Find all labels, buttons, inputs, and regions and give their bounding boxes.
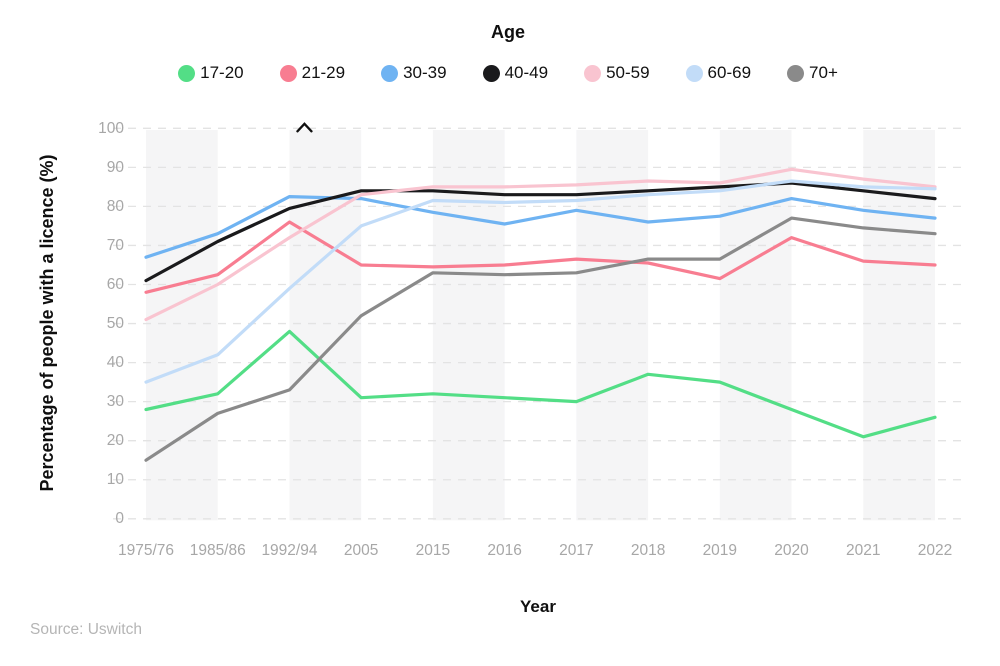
- legend-title: Age: [490, 22, 525, 42]
- legend-swatch-icon: [787, 64, 805, 82]
- legend-label: 17-20: [200, 63, 244, 82]
- y-tick-label: 80: [106, 197, 124, 215]
- y-tick-label: 100: [98, 119, 124, 137]
- legend-item-40-49[interactable]: 40-49: [482, 63, 549, 83]
- legend-label: 60-69: [707, 63, 752, 82]
- y-tick-label: 10: [106, 471, 124, 489]
- legend-label: 30-39: [403, 63, 447, 82]
- caret-annotation: [296, 122, 313, 133]
- background-band: [719, 130, 792, 521]
- x-tick-label: 2022: [917, 542, 953, 559]
- series-line-21-29[interactable]: [144, 220, 937, 294]
- series-line-50-59[interactable]: [144, 167, 937, 322]
- x-tick-label: 2005: [343, 542, 379, 559]
- background-band: [146, 130, 218, 521]
- x-tick-label: 2018: [630, 542, 666, 559]
- series-line-40-49[interactable]: [144, 181, 937, 283]
- x-tick-label: 2020: [774, 542, 809, 559]
- x-tick-label: 1975/76: [117, 542, 175, 559]
- y-tick-label: 40: [106, 354, 124, 372]
- legend-item-70+[interactable]: 70+: [787, 63, 838, 83]
- series-line-60-69[interactable]: [144, 179, 937, 384]
- x-tick-label: 2019: [702, 542, 738, 559]
- series-line-30-39[interactable]: [144, 195, 937, 259]
- y-tick-label: 0: [115, 510, 124, 528]
- legend-swatch-icon: [178, 64, 196, 82]
- legend-label: 40-49: [504, 63, 549, 82]
- legend-item-60-69[interactable]: 60-69: [685, 63, 752, 83]
- x-tick-label: 2017: [559, 542, 594, 559]
- legend-item-21-29[interactable]: 21-29: [279, 63, 346, 83]
- legend-swatch-icon: [685, 64, 703, 82]
- legend-swatch-icon: [279, 64, 297, 82]
- y-tick-label: 30: [106, 393, 124, 411]
- x-tick-label: 1992/94: [261, 542, 318, 559]
- y-tick-label: 90: [106, 158, 124, 176]
- legend-swatch-icon: [584, 64, 602, 82]
- legend-label: 50-59: [606, 63, 650, 82]
- x-axis-title: Year: [520, 597, 556, 616]
- y-tick-label: 60: [106, 276, 124, 293]
- series-line-70+[interactable]: [144, 216, 937, 462]
- legend-swatch-icon: [381, 64, 399, 82]
- legend-item-30-39[interactable]: 30-39: [381, 63, 447, 83]
- x-tick-label: 1985/86: [189, 542, 246, 559]
- x-tick-label: 2015: [415, 542, 451, 559]
- legend-label: 21-29: [301, 63, 346, 82]
- series-line-17-20[interactable]: [144, 329, 937, 439]
- y-tick-label: 70: [106, 236, 124, 254]
- legend-label: 70+: [809, 63, 838, 82]
- y-tick-label: 50: [106, 315, 124, 333]
- y-tick-label: 20: [106, 432, 124, 450]
- x-tick-label: 2021: [846, 542, 881, 559]
- x-tick-label: 2016: [487, 542, 522, 559]
- source-note: Source: Uswitch: [30, 621, 142, 638]
- background-band: [432, 130, 505, 521]
- legend: 17-20 21-29 30-39 40-49 50-59 60-69 70+: [113, 63, 903, 83]
- legend-item-17-20[interactable]: 17-20: [178, 63, 244, 83]
- legend-swatch-icon: [482, 64, 500, 82]
- legend-item-50-59[interactable]: 50-59: [584, 63, 650, 83]
- background-band: [576, 130, 649, 521]
- y-axis-title: Percentage of people with a licence (%): [37, 154, 57, 492]
